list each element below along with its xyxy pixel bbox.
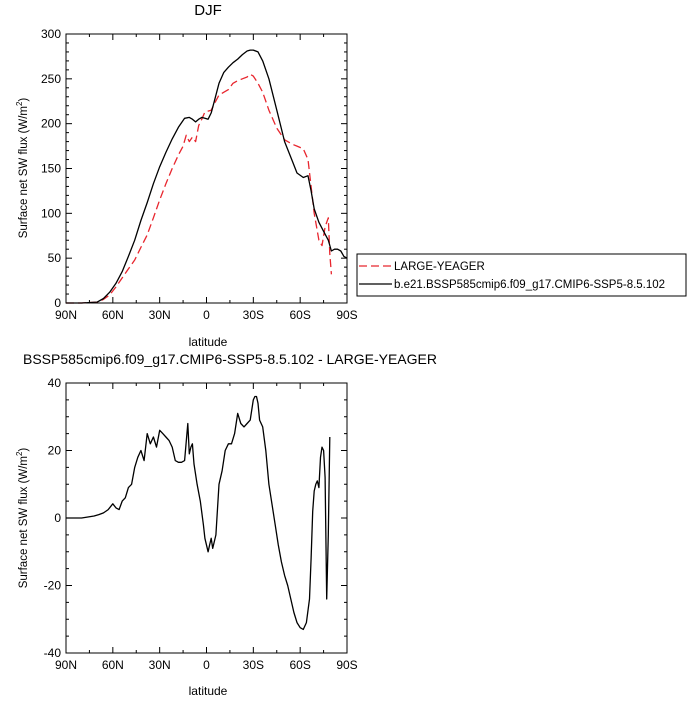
legend-label-large-yeager: LARGE-YEAGER bbox=[394, 261, 485, 273]
svg-text:Surface net SW flux (W/m2): Surface net SW flux (W/m2) bbox=[15, 98, 30, 239]
bottom-y-axis-label-text: Surface net SW flux (W/m bbox=[18, 456, 30, 588]
top-x-tick-label: 60N bbox=[102, 308, 124, 322]
top-y-tick-label: 150 bbox=[41, 162, 61, 176]
top-y-axis-label: Surface net SW flux (W/m2) bbox=[15, 98, 30, 239]
bottom-x-tick-label: 60N bbox=[102, 658, 124, 672]
bottom-plot-area: 90N 60N 30N 0 30S 60S 90S -40 -20 0 20 40 bbox=[44, 376, 358, 672]
bottom-y-tick-label: -40 bbox=[44, 646, 62, 660]
bottom-chart: BSSP585cmip6.f09_g17.CMIP6-SSP5-8.5.102 … bbox=[15, 351, 437, 698]
legend-label-bssp585: b.e21.BSSP585cmip6.f09_g17.CMIP6-SSP5-8.… bbox=[394, 279, 665, 291]
top-y-tick-label: 100 bbox=[41, 206, 61, 220]
top-x-tick-label: 90N bbox=[55, 308, 77, 322]
top-series-line-1 bbox=[66, 73, 333, 304]
bottom-y-axis-label-close: ) bbox=[18, 448, 30, 452]
top-series-line-2 bbox=[66, 49, 348, 304]
top-y-tick-label: 300 bbox=[41, 27, 61, 41]
top-y-tick-label: 50 bbox=[48, 251, 62, 265]
bottom-y-tick-label: 0 bbox=[54, 511, 61, 525]
legend-box bbox=[356, 253, 687, 297]
svg-text:Surface net SW flux (W/m2): Surface net SW flux (W/m2) bbox=[15, 448, 30, 589]
top-chart: DJF Surface net SW flux (W/m2) latitude … bbox=[15, 2, 687, 349]
bottom-x-tick-label: 30N bbox=[149, 658, 171, 672]
bottom-y-axis-label: Surface net SW flux (W/m2) bbox=[15, 448, 30, 589]
bottom-x-tick-label: 90N bbox=[55, 658, 77, 672]
top-x-tick-label: 30S bbox=[243, 308, 264, 322]
legend: LARGE-YEAGER b.e21.BSSP585cmip6.f09_g17.… bbox=[356, 253, 687, 297]
top-chart-title: DJF bbox=[194, 2, 222, 19]
bottom-y-tick-label: -20 bbox=[44, 579, 62, 593]
top-x-tick-label: 60S bbox=[289, 308, 310, 322]
top-y-axis-label-text: Surface net SW flux (W/m bbox=[18, 106, 30, 238]
top-plot-frame bbox=[65, 33, 348, 304]
bottom-x-tick-label: 0 bbox=[203, 658, 210, 672]
bottom-series-line-1 bbox=[66, 395, 331, 631]
bottom-x-tick-label: 90S bbox=[336, 658, 357, 672]
top-y-axis-label-superscript: 2 bbox=[15, 101, 24, 106]
bottom-chart-title: BSSP585cmip6.f09_g17.CMIP6-SSP5-8.5.102 … bbox=[23, 351, 437, 367]
top-y-axis-label-close: ) bbox=[18, 98, 30, 102]
top-x-tick-label: 90S bbox=[336, 308, 357, 322]
bottom-y-axis-label-superscript: 2 bbox=[15, 451, 24, 456]
bottom-y-tick-label: 40 bbox=[48, 376, 62, 390]
top-x-tick-label: 0 bbox=[203, 308, 210, 322]
top-y-tick-label: 200 bbox=[41, 117, 61, 131]
bottom-plot-frame bbox=[65, 382, 348, 654]
top-y-tick-label: 250 bbox=[41, 72, 61, 86]
bottom-x-axis-label: latitude bbox=[189, 684, 228, 698]
top-plot-area: 90N 60N 30N 0 30S 60S 90S 0 50 100 150 200 250 300 bbox=[41, 27, 358, 322]
bottom-x-tick-label: 60S bbox=[289, 658, 310, 672]
top-x-tick-label: 30N bbox=[149, 308, 171, 322]
top-y-tick-label: 0 bbox=[54, 296, 61, 310]
bottom-x-tick-label: 30S bbox=[243, 658, 264, 672]
bottom-y-tick-label: 20 bbox=[48, 444, 62, 458]
top-x-axis-label: latitude bbox=[189, 335, 228, 349]
